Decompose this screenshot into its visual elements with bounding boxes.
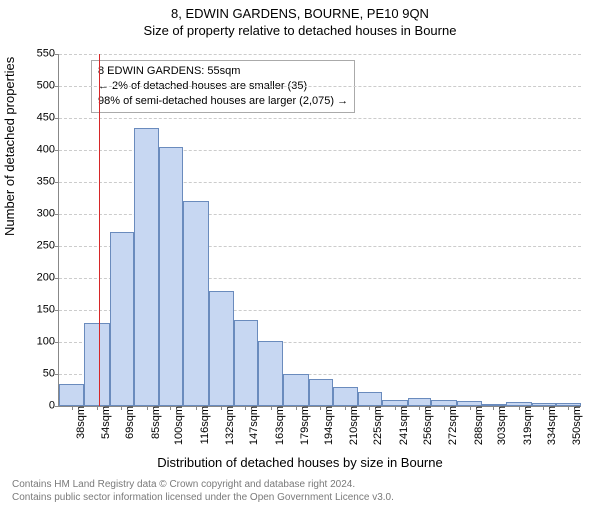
x-tick-mark bbox=[543, 406, 544, 410]
x-tick-mark bbox=[196, 406, 197, 410]
histogram-bar bbox=[59, 384, 84, 406]
annotation-line1: 8 EDWIN GARDENS: 55sqm bbox=[98, 64, 348, 79]
y-tick-label: 150 bbox=[37, 305, 55, 316]
x-tick-label: 256sqm bbox=[423, 406, 434, 445]
x-tick-mark bbox=[121, 406, 122, 410]
y-tick-mark bbox=[55, 406, 59, 407]
y-tick-label: 350 bbox=[37, 177, 55, 188]
y-tick-mark bbox=[55, 374, 59, 375]
x-tick-label: 241sqm bbox=[399, 406, 410, 445]
x-tick-label: 100sqm bbox=[174, 406, 185, 445]
x-tick-mark bbox=[444, 406, 445, 410]
x-tick-mark bbox=[470, 406, 471, 410]
histogram-bar bbox=[183, 201, 208, 406]
y-tick-label: 0 bbox=[49, 401, 55, 412]
x-tick-mark bbox=[419, 406, 420, 410]
x-tick-mark bbox=[221, 406, 222, 410]
page-title-line1: 8, EDWIN GARDENS, BOURNE, PE10 9QN bbox=[0, 6, 600, 21]
y-tick-label: 300 bbox=[37, 209, 55, 220]
y-tick-mark bbox=[55, 246, 59, 247]
y-tick-label: 450 bbox=[37, 113, 55, 124]
histogram-bar bbox=[309, 379, 333, 406]
y-tick-mark bbox=[55, 118, 59, 119]
histogram-bar bbox=[358, 392, 382, 406]
x-tick-label: 85sqm bbox=[151, 406, 162, 439]
y-tick-mark bbox=[55, 214, 59, 215]
histogram-bar bbox=[234, 320, 258, 406]
histogram-bar bbox=[134, 128, 159, 406]
histogram-bar bbox=[408, 398, 432, 406]
x-tick-mark bbox=[72, 406, 73, 410]
y-tick-label: 400 bbox=[37, 145, 55, 156]
y-tick-mark bbox=[55, 86, 59, 87]
x-tick-mark bbox=[369, 406, 370, 410]
y-tick-mark bbox=[55, 342, 59, 343]
y-tick-label: 500 bbox=[37, 81, 55, 92]
histogram-bar bbox=[333, 387, 358, 406]
histogram-bar bbox=[84, 323, 109, 406]
gridline-h bbox=[59, 118, 581, 119]
histogram-bar bbox=[159, 147, 183, 406]
histogram-bar bbox=[110, 232, 134, 406]
x-tick-label: 54sqm bbox=[101, 406, 112, 439]
x-tick-mark bbox=[493, 406, 494, 410]
histogram-plot: 8 EDWIN GARDENS: 55sqm ← 2% of detached … bbox=[58, 54, 581, 407]
y-tick-label: 250 bbox=[37, 241, 55, 252]
x-tick-mark bbox=[568, 406, 569, 410]
x-tick-mark bbox=[271, 406, 272, 410]
histogram-bar bbox=[209, 291, 234, 406]
y-tick-mark bbox=[55, 150, 59, 151]
x-tick-label: 350sqm bbox=[572, 406, 583, 445]
x-tick-label: 116sqm bbox=[200, 406, 211, 444]
y-tick-mark bbox=[55, 278, 59, 279]
footer-line2: Contains public sector information licen… bbox=[12, 491, 588, 504]
x-tick-mark bbox=[320, 406, 321, 410]
page-title-line2: Size of property relative to detached ho… bbox=[0, 23, 600, 38]
x-tick-label: 69sqm bbox=[125, 406, 136, 439]
x-tick-label: 194sqm bbox=[324, 406, 335, 445]
x-tick-mark bbox=[519, 406, 520, 410]
x-tick-label: 303sqm bbox=[497, 406, 508, 445]
x-tick-mark bbox=[147, 406, 148, 410]
x-tick-label: 210sqm bbox=[349, 406, 360, 445]
y-tick-label: 550 bbox=[37, 49, 55, 60]
footer-line1: Contains HM Land Registry data © Crown c… bbox=[12, 478, 588, 491]
y-axis-label: Number of detached properties bbox=[2, 57, 17, 236]
x-tick-mark bbox=[296, 406, 297, 410]
x-tick-label: 147sqm bbox=[249, 406, 260, 445]
x-tick-label: 319sqm bbox=[523, 406, 534, 445]
x-tick-mark bbox=[345, 406, 346, 410]
x-axis-label: Distribution of detached houses by size … bbox=[0, 455, 600, 470]
x-tick-label: 334sqm bbox=[547, 406, 558, 445]
x-tick-mark bbox=[395, 406, 396, 410]
x-tick-mark bbox=[170, 406, 171, 410]
x-tick-label: 38sqm bbox=[76, 406, 87, 439]
y-tick-mark bbox=[55, 54, 59, 55]
histogram-bar bbox=[258, 341, 283, 406]
gridline-h bbox=[59, 54, 581, 55]
x-tick-label: 225sqm bbox=[373, 406, 384, 445]
annotation-line3: 98% of semi-detached houses are larger (… bbox=[98, 94, 348, 109]
reference-line bbox=[99, 54, 100, 406]
x-tick-label: 163sqm bbox=[275, 406, 286, 445]
x-tick-label: 288sqm bbox=[474, 406, 485, 445]
y-tick-mark bbox=[55, 182, 59, 183]
y-tick-mark bbox=[55, 310, 59, 311]
histogram-bar bbox=[283, 374, 308, 406]
attribution-footer: Contains HM Land Registry data © Crown c… bbox=[12, 478, 588, 504]
gridline-h bbox=[59, 86, 581, 87]
x-tick-label: 132sqm bbox=[225, 406, 236, 445]
x-tick-label: 179sqm bbox=[300, 406, 311, 445]
x-tick-label: 272sqm bbox=[448, 406, 459, 445]
x-tick-mark bbox=[245, 406, 246, 410]
y-tick-label: 50 bbox=[43, 369, 55, 380]
y-tick-label: 100 bbox=[37, 337, 55, 348]
y-tick-label: 200 bbox=[37, 273, 55, 284]
x-tick-mark bbox=[97, 406, 98, 410]
